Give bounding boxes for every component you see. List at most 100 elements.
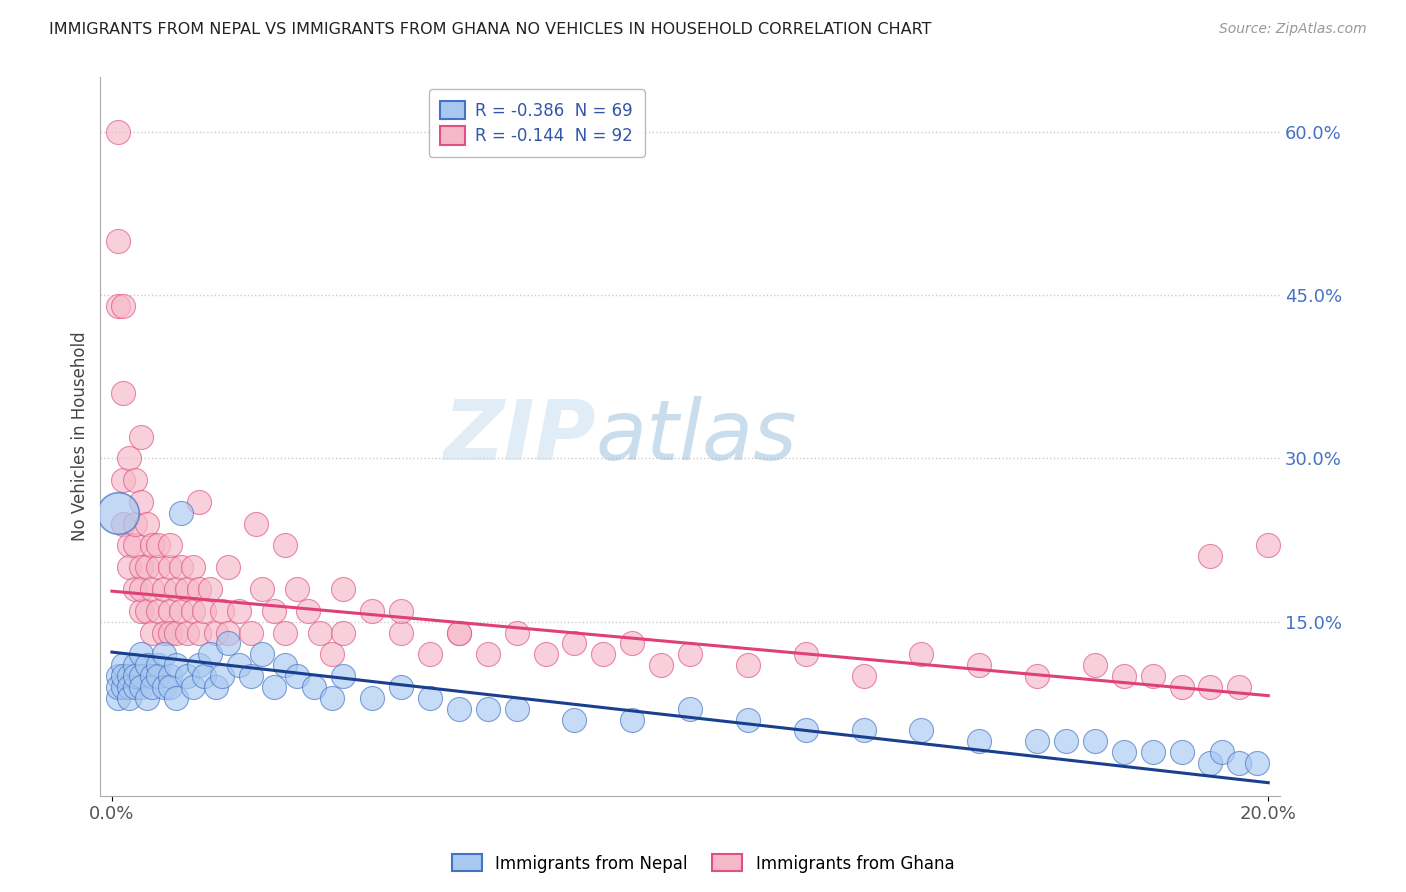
- Point: [107, 506, 129, 520]
- Point: [1199, 680, 1222, 694]
- Point: [165, 625, 187, 640]
- Point: [274, 625, 297, 640]
- Point: [159, 680, 181, 694]
- Point: [118, 451, 141, 466]
- Point: [124, 680, 146, 694]
- Legend: Immigrants from Nepal, Immigrants from Ghana: Immigrants from Nepal, Immigrants from G…: [444, 847, 962, 880]
- Point: [129, 429, 152, 443]
- Point: [187, 658, 209, 673]
- Point: [146, 669, 169, 683]
- Point: [361, 690, 384, 705]
- Point: [187, 625, 209, 640]
- Point: [1211, 745, 1233, 759]
- Point: [321, 647, 343, 661]
- Point: [112, 658, 135, 673]
- Point: [332, 625, 354, 640]
- Point: [107, 125, 129, 139]
- Text: Source: ZipAtlas.com: Source: ZipAtlas.com: [1219, 22, 1367, 37]
- Point: [389, 625, 412, 640]
- Point: [737, 658, 759, 673]
- Point: [1026, 669, 1049, 683]
- Point: [332, 582, 354, 596]
- Point: [107, 669, 129, 683]
- Point: [146, 658, 169, 673]
- Point: [135, 604, 157, 618]
- Point: [112, 680, 135, 694]
- Point: [159, 538, 181, 552]
- Point: [146, 538, 169, 552]
- Point: [200, 647, 222, 661]
- Point: [118, 560, 141, 574]
- Point: [252, 647, 274, 661]
- Point: [135, 516, 157, 531]
- Point: [124, 658, 146, 673]
- Point: [159, 669, 181, 683]
- Point: [737, 713, 759, 727]
- Point: [1026, 734, 1049, 748]
- Point: [205, 625, 228, 640]
- Point: [309, 625, 332, 640]
- Point: [170, 560, 193, 574]
- Point: [505, 701, 527, 715]
- Point: [679, 647, 702, 661]
- Text: IMMIGRANTS FROM NEPAL VS IMMIGRANTS FROM GHANA NO VEHICLES IN HOUSEHOLD CORRELAT: IMMIGRANTS FROM NEPAL VS IMMIGRANTS FROM…: [49, 22, 932, 37]
- Point: [107, 299, 129, 313]
- Point: [332, 669, 354, 683]
- Point: [564, 636, 586, 650]
- Point: [621, 636, 644, 650]
- Point: [124, 582, 146, 596]
- Point: [910, 723, 932, 738]
- Point: [193, 604, 215, 618]
- Point: [967, 734, 990, 748]
- Point: [477, 647, 499, 661]
- Point: [181, 680, 204, 694]
- Point: [170, 506, 193, 520]
- Point: [146, 560, 169, 574]
- Point: [129, 495, 152, 509]
- Point: [285, 582, 308, 596]
- Point: [112, 386, 135, 401]
- Point: [153, 582, 176, 596]
- Point: [153, 680, 176, 694]
- Point: [228, 658, 250, 673]
- Point: [141, 538, 163, 552]
- Point: [159, 560, 181, 574]
- Point: [170, 604, 193, 618]
- Point: [852, 669, 875, 683]
- Point: [650, 658, 672, 673]
- Point: [1142, 745, 1164, 759]
- Point: [252, 582, 274, 596]
- Point: [141, 669, 163, 683]
- Point: [176, 669, 198, 683]
- Point: [1170, 680, 1192, 694]
- Point: [187, 495, 209, 509]
- Point: [217, 560, 239, 574]
- Point: [165, 690, 187, 705]
- Point: [447, 625, 470, 640]
- Point: [118, 669, 141, 683]
- Point: [211, 669, 233, 683]
- Point: [129, 669, 152, 683]
- Point: [228, 604, 250, 618]
- Point: [176, 625, 198, 640]
- Point: [263, 680, 285, 694]
- Point: [447, 625, 470, 640]
- Point: [146, 604, 169, 618]
- Point: [910, 647, 932, 661]
- Point: [1084, 658, 1107, 673]
- Point: [1112, 669, 1135, 683]
- Point: [679, 701, 702, 715]
- Point: [112, 669, 135, 683]
- Text: atlas: atlas: [596, 396, 797, 477]
- Point: [107, 690, 129, 705]
- Point: [165, 658, 187, 673]
- Point: [419, 647, 441, 661]
- Point: [129, 604, 152, 618]
- Point: [967, 658, 990, 673]
- Point: [1112, 745, 1135, 759]
- Point: [124, 516, 146, 531]
- Point: [297, 604, 319, 618]
- Point: [852, 723, 875, 738]
- Point: [181, 604, 204, 618]
- Point: [200, 582, 222, 596]
